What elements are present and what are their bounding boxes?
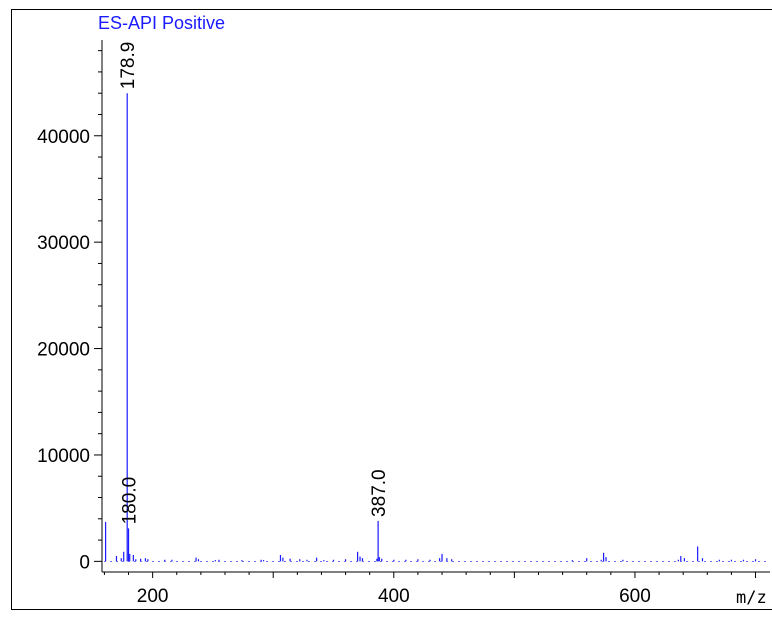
peak-label: 180.0 bbox=[120, 477, 141, 525]
y-tick-label: 40000 bbox=[37, 127, 90, 148]
x-tick-label: 200 bbox=[137, 586, 169, 607]
y-tick-label: 10000 bbox=[37, 446, 90, 467]
x-tick-label: 600 bbox=[619, 586, 651, 607]
peak-label: 178.9 bbox=[118, 42, 139, 90]
y-tick-label: 20000 bbox=[37, 340, 90, 361]
x-tick-label: 400 bbox=[378, 586, 410, 607]
x-axis-label: m/z bbox=[736, 588, 767, 608]
peak-labels: 178.9 180.0 387.0 bbox=[118, 42, 390, 525]
chart-title: ES-API Positive bbox=[98, 13, 225, 33]
y-tick-label: 0 bbox=[79, 552, 90, 573]
spectrum-series bbox=[104, 93, 768, 562]
y-axis: 0 10000 20000 30000 40000 bbox=[37, 40, 103, 573]
x-axis: 200 400 600 bbox=[102, 571, 770, 607]
peak-label: 387.0 bbox=[369, 469, 390, 517]
outer-border bbox=[11, 9, 772, 610]
y-tick-label: 30000 bbox=[37, 233, 90, 254]
